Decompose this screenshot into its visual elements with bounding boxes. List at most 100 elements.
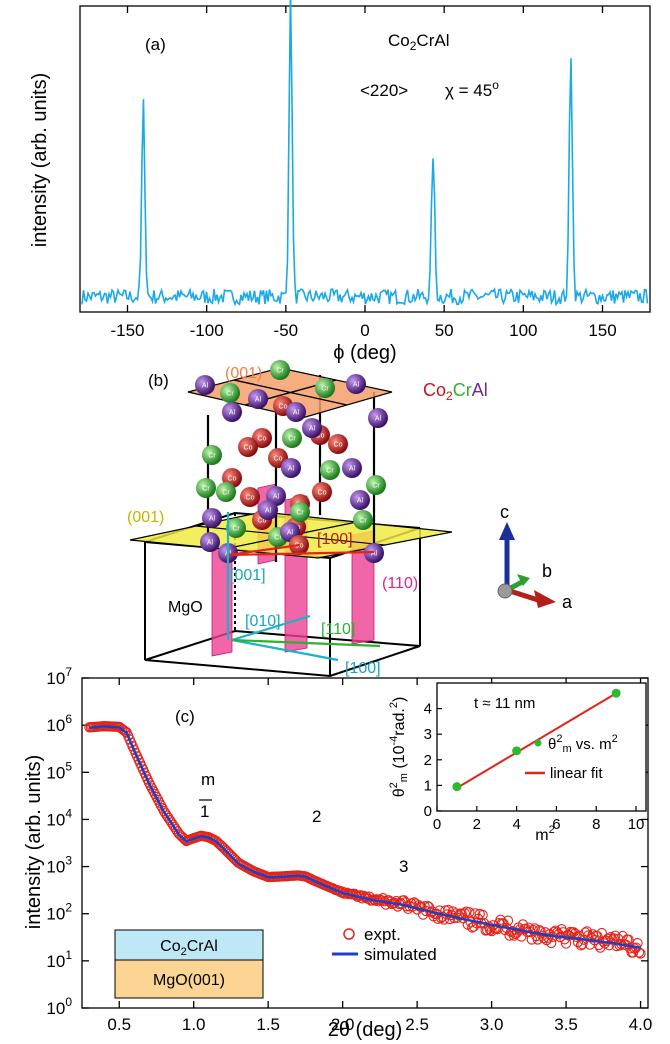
al-atom-label: Al — [288, 466, 295, 473]
expt-point — [155, 800, 167, 811]
svg-text:1: 1 — [200, 802, 209, 821]
co-atom — [312, 482, 332, 502]
x-tick-label: 3.0 — [480, 1015, 504, 1034]
al-atom-label: Al — [375, 416, 382, 423]
expt-point — [444, 913, 456, 925]
inset-plot: 0 2 4 6 8 10 0 1 2 3 4 t ≈ 11 nm θ2m vs. m2 linear… — [388, 682, 647, 844]
plane-001-top-label: (001) — [225, 365, 262, 382]
stack-layer-mgo — [114, 959, 264, 999]
al-atom-label: Al — [273, 494, 280, 501]
al-atom — [248, 389, 268, 409]
co-atom-label: Co — [318, 490, 327, 497]
al-atom — [281, 458, 301, 478]
co-atom-label: Co — [334, 442, 343, 449]
inset-data-point — [611, 688, 621, 698]
co-atom — [328, 434, 348, 454]
expt-point — [508, 930, 520, 941]
inset-legend-points-label: θ2m vs. m2 — [548, 733, 618, 755]
al-atom — [350, 490, 370, 510]
cr-atom — [353, 510, 373, 530]
cr-atom-label: Cr — [232, 526, 240, 533]
co-atom-label: Co — [279, 404, 288, 411]
dir-001-label: [001] — [230, 567, 266, 584]
al-atom-label: Al — [209, 516, 216, 523]
axis-b-label: b — [542, 561, 552, 581]
inset-y-tick-label: 2 — [424, 752, 432, 769]
x-tick-label: 2.5 — [405, 1015, 429, 1034]
order-header: m — [201, 770, 215, 789]
expt-point — [148, 786, 159, 797]
expt-point — [459, 908, 470, 919]
order-1-label: 1 — [199, 799, 212, 821]
y-tick-label: 106 — [46, 712, 72, 735]
expt-point — [146, 783, 158, 794]
inset-x-tick-label: 6 — [552, 816, 560, 833]
al-atom — [302, 418, 322, 438]
expt-point — [143, 777, 155, 788]
stack-layer-co2cral — [114, 929, 264, 961]
dir-110-label: [110] — [321, 621, 355, 638]
expt-point — [154, 797, 165, 808]
al-atom-label: Al — [293, 410, 300, 417]
expt-point — [546, 937, 557, 949]
panel-c-x-ticks: 0.5 1.0 1.5 2.0 2.5 3.0 3.5 4.0 — [107, 678, 652, 1034]
inset-thickness: t ≈ 11 nm — [474, 695, 535, 712]
cr-atom — [226, 518, 246, 538]
al-atom-label: Al — [202, 383, 209, 390]
cr-atom-label: Cr — [222, 490, 230, 497]
al-atom — [200, 532, 220, 552]
panel-b-label: (b) — [148, 371, 169, 390]
cr-atom-label: Cr — [326, 468, 334, 475]
y-tick-label: 100 — [46, 995, 72, 1018]
inset-legend-fit-label: linear fit — [550, 765, 603, 782]
cr-atom — [220, 383, 240, 403]
co-atom-label: Co — [246, 495, 255, 502]
x-tick-label: 0 — [360, 321, 369, 340]
dir-100-film-label: [100] — [317, 531, 353, 548]
inset-x-tick-label: 4 — [512, 816, 520, 833]
al-atom-label: Al — [309, 426, 316, 433]
inset-y-tick-label: 3 — [424, 726, 432, 743]
expt-series — [84, 721, 646, 959]
al-atom-label: Al — [229, 410, 236, 417]
simulated-series-line — [89, 725, 641, 949]
inset-data-point — [512, 746, 522, 756]
al-atom — [258, 500, 278, 520]
al-atom-label: Al — [287, 530, 294, 537]
panel-a-label: (a) — [145, 35, 166, 54]
x-tick-label: -50 — [274, 321, 299, 340]
x-tick-label: -100 — [190, 321, 224, 340]
al-atom — [286, 402, 306, 422]
cr-atom — [320, 460, 340, 480]
cr-atom — [282, 428, 302, 448]
inset-y-tick-label: 4 — [424, 701, 432, 718]
plane-110-label: (110) — [382, 575, 418, 592]
mgo-label: MgO — [168, 599, 203, 616]
co-atom-label: Co — [274, 456, 283, 463]
inset-x-tick-label: 8 — [592, 816, 600, 833]
expt-point — [157, 803, 168, 814]
axis-c-label: c — [500, 502, 509, 522]
al-atom — [222, 402, 242, 422]
panel-b: (b) MgO (110) (001) — [127, 360, 573, 678]
plane-001-mid-label: (001) — [127, 509, 164, 526]
cr-atom-label: Cr — [202, 486, 210, 493]
dir-010-label: [010] — [245, 613, 281, 630]
stack-bottom-label: MgO(001) — [153, 972, 225, 989]
x-tick-label: 2.0 — [331, 1015, 355, 1034]
cr-atom — [202, 445, 222, 465]
axes-triad — [497, 522, 556, 608]
compound-legend: Co2CrAl — [423, 380, 488, 403]
expt-point — [151, 791, 162, 803]
al-atom-label: Al — [207, 540, 214, 547]
cr-atom-label: Cr — [288, 436, 296, 443]
al-atom-label: Al — [371, 551, 378, 558]
panel-a-reflection: <220> — [360, 81, 408, 100]
phi-scan-trace — [81, 0, 649, 307]
inset-ticks: 0 2 4 6 8 10 0 1 2 3 4 — [424, 701, 645, 833]
cr-atom-label: Cr — [226, 391, 234, 398]
inset-data-point — [452, 782, 462, 792]
dir-100-sub-label: [100] — [345, 660, 381, 677]
film-100-lines — [227, 543, 375, 557]
expt-point — [464, 907, 475, 918]
